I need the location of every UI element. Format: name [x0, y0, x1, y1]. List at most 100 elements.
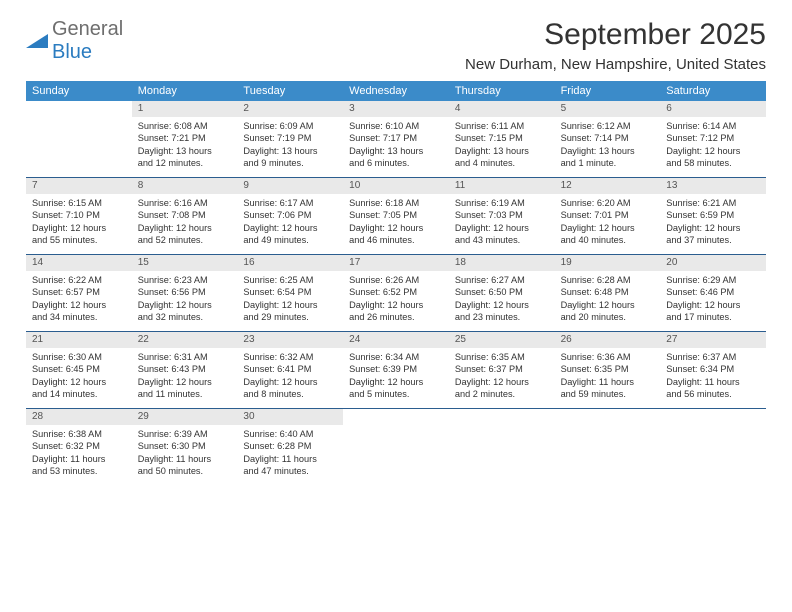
day-line-sunset: Sunset: 7:06 PM [243, 209, 337, 221]
day-line-day2: and 4 minutes. [455, 157, 549, 169]
day-line-sunrise: Sunrise: 6:25 AM [243, 274, 337, 286]
calendar-cell: 23Sunrise: 6:32 AMSunset: 6:41 PMDayligh… [237, 332, 343, 408]
day-line-day1: Daylight: 12 hours [349, 376, 443, 388]
day-body: Sunrise: 6:18 AMSunset: 7:05 PMDaylight:… [343, 194, 449, 250]
day-line-day2: and 9 minutes. [243, 157, 337, 169]
calendar-week: 28Sunrise: 6:38 AMSunset: 6:32 PMDayligh… [26, 408, 766, 485]
day-number: 3 [343, 101, 449, 117]
day-line-sunset: Sunset: 7:14 PM [561, 132, 655, 144]
calendar-week: 7Sunrise: 6:15 AMSunset: 7:10 PMDaylight… [26, 177, 766, 254]
day-body: Sunrise: 6:28 AMSunset: 6:48 PMDaylight:… [555, 271, 661, 327]
day-line-sunrise: Sunrise: 6:28 AM [561, 274, 655, 286]
day-number: 5 [555, 101, 661, 117]
day-number: 20 [660, 255, 766, 271]
day-body: Sunrise: 6:12 AMSunset: 7:14 PMDaylight:… [555, 117, 661, 173]
day-line-sunrise: Sunrise: 6:35 AM [455, 351, 549, 363]
calendar-cell [26, 101, 132, 177]
day-line-sunset: Sunset: 7:05 PM [349, 209, 443, 221]
day-line-day2: and 43 minutes. [455, 234, 549, 246]
day-body: Sunrise: 6:31 AMSunset: 6:43 PMDaylight:… [132, 348, 238, 404]
day-line-day2: and 46 minutes. [349, 234, 443, 246]
day-number: 22 [132, 332, 238, 348]
day-line-day2: and 58 minutes. [666, 157, 760, 169]
day-line-sunset: Sunset: 6:50 PM [455, 286, 549, 298]
weeks-container: 1Sunrise: 6:08 AMSunset: 7:21 PMDaylight… [26, 101, 766, 485]
day-line-sunrise: Sunrise: 6:21 AM [666, 197, 760, 209]
calendar-cell: 21Sunrise: 6:30 AMSunset: 6:45 PMDayligh… [26, 332, 132, 408]
day-line-day2: and 29 minutes. [243, 311, 337, 323]
day-line-day1: Daylight: 12 hours [243, 222, 337, 234]
calendar-cell: 2Sunrise: 6:09 AMSunset: 7:19 PMDaylight… [237, 101, 343, 177]
day-line-day1: Daylight: 12 hours [349, 222, 443, 234]
day-line-day1: Daylight: 12 hours [455, 376, 549, 388]
day-line-sunrise: Sunrise: 6:23 AM [138, 274, 232, 286]
day-line-day1: Daylight: 12 hours [138, 222, 232, 234]
day-line-sunrise: Sunrise: 6:26 AM [349, 274, 443, 286]
day-body: Sunrise: 6:32 AMSunset: 6:41 PMDaylight:… [237, 348, 343, 404]
calendar-cell: 15Sunrise: 6:23 AMSunset: 6:56 PMDayligh… [132, 255, 238, 331]
day-number: 19 [555, 255, 661, 271]
day-line-sunrise: Sunrise: 6:18 AM [349, 197, 443, 209]
day-line-sunset: Sunset: 6:28 PM [243, 440, 337, 452]
day-number: 17 [343, 255, 449, 271]
calendar-cell: 16Sunrise: 6:25 AMSunset: 6:54 PMDayligh… [237, 255, 343, 331]
day-body: Sunrise: 6:35 AMSunset: 6:37 PMDaylight:… [449, 348, 555, 404]
day-body: Sunrise: 6:09 AMSunset: 7:19 PMDaylight:… [237, 117, 343, 173]
day-body: Sunrise: 6:29 AMSunset: 6:46 PMDaylight:… [660, 271, 766, 327]
day-body: Sunrise: 6:10 AMSunset: 7:17 PMDaylight:… [343, 117, 449, 173]
day-line-day1: Daylight: 12 hours [243, 299, 337, 311]
day-body: Sunrise: 6:40 AMSunset: 6:28 PMDaylight:… [237, 425, 343, 481]
logo-triangle-icon [26, 30, 48, 53]
day-number: 16 [237, 255, 343, 271]
day-line-day1: Daylight: 12 hours [243, 376, 337, 388]
day-line-sunrise: Sunrise: 6:14 AM [666, 120, 760, 132]
day-line-day2: and 2 minutes. [455, 388, 549, 400]
day-line-sunrise: Sunrise: 6:15 AM [32, 197, 126, 209]
calendar-cell: 5Sunrise: 6:12 AMSunset: 7:14 PMDaylight… [555, 101, 661, 177]
calendar-cell: 25Sunrise: 6:35 AMSunset: 6:37 PMDayligh… [449, 332, 555, 408]
day-line-day1: Daylight: 12 hours [32, 222, 126, 234]
day-line-day1: Daylight: 12 hours [561, 299, 655, 311]
day-line-day2: and 40 minutes. [561, 234, 655, 246]
day-header-wed: Wednesday [343, 81, 449, 101]
month-title: September 2025 [465, 18, 766, 52]
calendar-cell: 20Sunrise: 6:29 AMSunset: 6:46 PMDayligh… [660, 255, 766, 331]
day-number: 24 [343, 332, 449, 348]
calendar-cell: 4Sunrise: 6:11 AMSunset: 7:15 PMDaylight… [449, 101, 555, 177]
day-headers-row: Sunday Monday Tuesday Wednesday Thursday… [26, 81, 766, 101]
day-number: 1 [132, 101, 238, 117]
day-body: Sunrise: 6:27 AMSunset: 6:50 PMDaylight:… [449, 271, 555, 327]
day-line-day1: Daylight: 12 hours [455, 299, 549, 311]
day-line-sunset: Sunset: 6:35 PM [561, 363, 655, 375]
day-number: 11 [449, 178, 555, 194]
day-line-day2: and 52 minutes. [138, 234, 232, 246]
day-line-day1: Daylight: 12 hours [666, 299, 760, 311]
day-line-sunrise: Sunrise: 6:22 AM [32, 274, 126, 286]
day-body: Sunrise: 6:20 AMSunset: 7:01 PMDaylight:… [555, 194, 661, 250]
day-body: Sunrise: 6:14 AMSunset: 7:12 PMDaylight:… [660, 117, 766, 173]
calendar-cell: 26Sunrise: 6:36 AMSunset: 6:35 PMDayligh… [555, 332, 661, 408]
day-header-mon: Monday [132, 81, 238, 101]
day-line-day2: and 59 minutes. [561, 388, 655, 400]
day-line-sunset: Sunset: 6:34 PM [666, 363, 760, 375]
day-line-day2: and 23 minutes. [455, 311, 549, 323]
day-line-day2: and 17 minutes. [666, 311, 760, 323]
day-line-sunset: Sunset: 6:45 PM [32, 363, 126, 375]
day-body: Sunrise: 6:16 AMSunset: 7:08 PMDaylight:… [132, 194, 238, 250]
day-line-sunset: Sunset: 6:39 PM [349, 363, 443, 375]
day-line-day2: and 20 minutes. [561, 311, 655, 323]
day-line-day2: and 8 minutes. [243, 388, 337, 400]
day-number: 18 [449, 255, 555, 271]
day-line-sunrise: Sunrise: 6:27 AM [455, 274, 549, 286]
day-line-day1: Daylight: 11 hours [666, 376, 760, 388]
day-line-day2: and 14 minutes. [32, 388, 126, 400]
day-line-day1: Daylight: 11 hours [243, 453, 337, 465]
day-line-day2: and 56 minutes. [666, 388, 760, 400]
day-line-day2: and 55 minutes. [32, 234, 126, 246]
calendar-cell: 7Sunrise: 6:15 AMSunset: 7:10 PMDaylight… [26, 178, 132, 254]
day-line-sunrise: Sunrise: 6:37 AM [666, 351, 760, 363]
day-line-day2: and 26 minutes. [349, 311, 443, 323]
calendar-cell: 18Sunrise: 6:27 AMSunset: 6:50 PMDayligh… [449, 255, 555, 331]
day-line-sunrise: Sunrise: 6:11 AM [455, 120, 549, 132]
day-body: Sunrise: 6:25 AMSunset: 6:54 PMDaylight:… [237, 271, 343, 327]
